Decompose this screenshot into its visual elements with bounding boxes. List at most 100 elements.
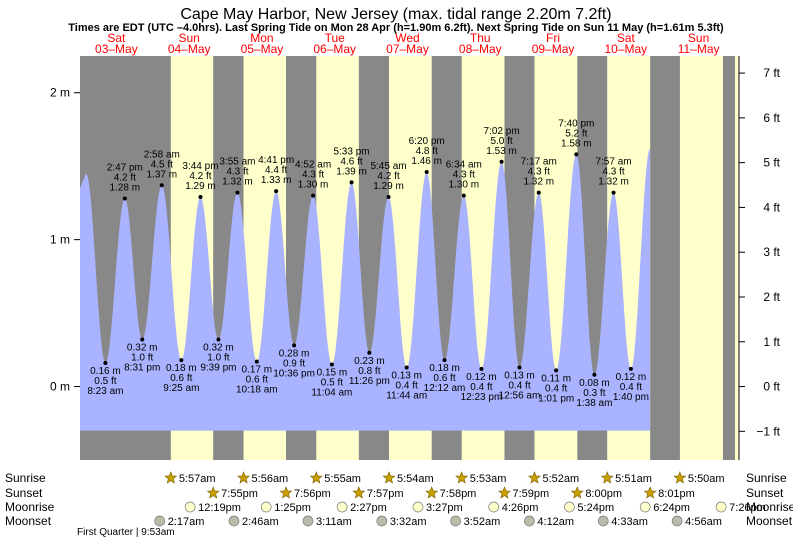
extreme-label: 4.3 ft xyxy=(528,167,550,178)
extreme-label: 1:01 pm xyxy=(538,393,574,404)
extreme-label: 0.28 m xyxy=(279,348,310,359)
extreme-label: 0.5 ft xyxy=(94,376,116,387)
extreme-label: 0.4 ft xyxy=(396,380,418,391)
extreme-label: 1.0 ft xyxy=(131,353,153,364)
sunset-sun-icon xyxy=(570,486,584,499)
extreme-label: 0.18 m xyxy=(166,363,197,374)
extreme-label: 0.13 m xyxy=(391,370,422,381)
extreme-label: 0.8 ft xyxy=(358,366,380,377)
extreme-label: 1.29 m xyxy=(185,181,216,192)
sunrise-sun-icon xyxy=(673,471,687,484)
extreme-label: 1.28 m xyxy=(110,183,141,194)
extreme-label: 4.2 ft xyxy=(189,171,211,182)
moonrise-moon-icon xyxy=(488,501,500,513)
date-label: 09–May xyxy=(532,42,575,56)
right-tick-label: 1 ft xyxy=(763,335,780,349)
right-tick-label: 5 ft xyxy=(763,156,780,170)
extreme-label: 4.2 ft xyxy=(114,173,136,184)
extreme-dot xyxy=(536,190,541,195)
extreme-label: 0.32 m xyxy=(127,343,158,354)
extreme-label: 1.32 m xyxy=(598,177,629,188)
extreme-dot xyxy=(592,372,597,377)
sunset-time: 7:58pm xyxy=(440,488,477,500)
extreme-label: 3:44 pm xyxy=(182,161,218,172)
date-label: 08–May xyxy=(459,42,502,56)
date-label: 04–May xyxy=(168,42,211,56)
extreme-dot xyxy=(424,170,429,175)
extreme-label: 1.37 m xyxy=(146,169,177,180)
extreme-label: 0.08 m xyxy=(579,378,610,389)
extreme-dot xyxy=(216,337,221,342)
extreme-label: 1.58 m xyxy=(561,138,592,149)
day-of-week-label: Sun xyxy=(688,31,709,45)
extreme-label: 1:38 am xyxy=(576,398,612,409)
date-label: 10–May xyxy=(604,42,647,56)
extreme-dot xyxy=(404,365,409,370)
date-label: 03–May xyxy=(95,42,138,56)
sunrise-time: 5:57am xyxy=(179,473,216,485)
moon-phase-note: First Quarter | 9:53am xyxy=(77,527,175,538)
sunset-time: 7:56pm xyxy=(294,488,331,500)
right-tick-label: 3 ft xyxy=(763,245,780,259)
row-label-left: Sunset xyxy=(5,486,43,500)
extreme-label: 1.53 m xyxy=(486,146,517,157)
moonrise-time: 12:19pm xyxy=(198,502,241,514)
moonrise-moon-icon xyxy=(260,501,272,513)
extreme-label: 1.32 m xyxy=(222,177,253,188)
extreme-dot xyxy=(349,180,354,185)
extreme-dot xyxy=(103,361,108,366)
extreme-dot xyxy=(179,358,184,363)
sunrise-sun-icon xyxy=(309,471,323,484)
row-label-right: Moonrise xyxy=(746,500,793,514)
right-tick-label: 0 ft xyxy=(763,380,780,394)
moonset-time: 2:17am xyxy=(168,516,205,528)
extreme-dot xyxy=(499,159,504,164)
extreme-dot xyxy=(159,183,164,188)
row-label-right: Moonset xyxy=(746,514,793,528)
moonset-moon-icon xyxy=(302,515,314,527)
sunrise-time: 5:52am xyxy=(542,473,579,485)
sunrise-sun-icon xyxy=(455,471,469,484)
moonset-moon-icon xyxy=(524,515,535,527)
extreme-label: 1.33 m xyxy=(261,175,292,186)
date-label: 05–May xyxy=(241,42,284,56)
extreme-dot xyxy=(386,195,391,200)
moonrise-moon-icon xyxy=(564,501,575,513)
extreme-label: 2:47 pm xyxy=(107,163,143,174)
extreme-label: 1.29 m xyxy=(373,181,404,192)
extreme-label: 0.5 ft xyxy=(321,378,343,389)
extreme-label: 8:23 am xyxy=(87,386,123,397)
extreme-dot xyxy=(140,337,145,342)
extreme-label: 3:55 am xyxy=(219,157,255,168)
extreme-label: 6:34 am xyxy=(446,160,482,171)
extreme-label: 0.23 m xyxy=(354,356,385,367)
moonset-time: 3:32am xyxy=(390,516,427,528)
extreme-label: 12:56 am xyxy=(499,390,541,401)
extreme-label: 0.11 m xyxy=(541,373,571,384)
extreme-label: 0.12 m xyxy=(616,372,647,383)
extreme-label: 11:44 am xyxy=(386,390,427,401)
sunrise-time: 5:56am xyxy=(252,473,289,485)
sunset-time: 8:00pm xyxy=(585,488,622,500)
sunset-time: 7:59pm xyxy=(512,488,549,500)
sunset-time: 7:55pm xyxy=(221,488,258,500)
sunrise-sun-icon xyxy=(237,471,250,484)
moonrise-time: 1:25pm xyxy=(274,502,311,514)
right-tick-label: −1 ft xyxy=(756,424,780,438)
extreme-label: 1.46 m xyxy=(411,156,442,167)
sunset-time: 8:01pm xyxy=(658,488,695,500)
moonrise-time: 2:27pm xyxy=(350,502,387,514)
extreme-label: 0.4 ft xyxy=(545,383,567,394)
extreme-label: 4.2 ft xyxy=(377,171,399,182)
extreme-label: 1.0 ft xyxy=(207,353,229,364)
extreme-label: 6:20 pm xyxy=(409,136,445,147)
extreme-dot xyxy=(235,190,240,195)
extreme-label: 7:57 am xyxy=(595,157,631,168)
moonrise-moon-icon xyxy=(639,501,651,513)
moonrise-moon-icon xyxy=(715,501,727,513)
sunset-sun-icon xyxy=(279,486,293,499)
moonset-moon-icon xyxy=(597,515,609,527)
extreme-label: 4.3 ft xyxy=(302,170,324,181)
extreme-dot xyxy=(329,362,334,367)
moonrise-time: 6:24pm xyxy=(653,502,690,514)
